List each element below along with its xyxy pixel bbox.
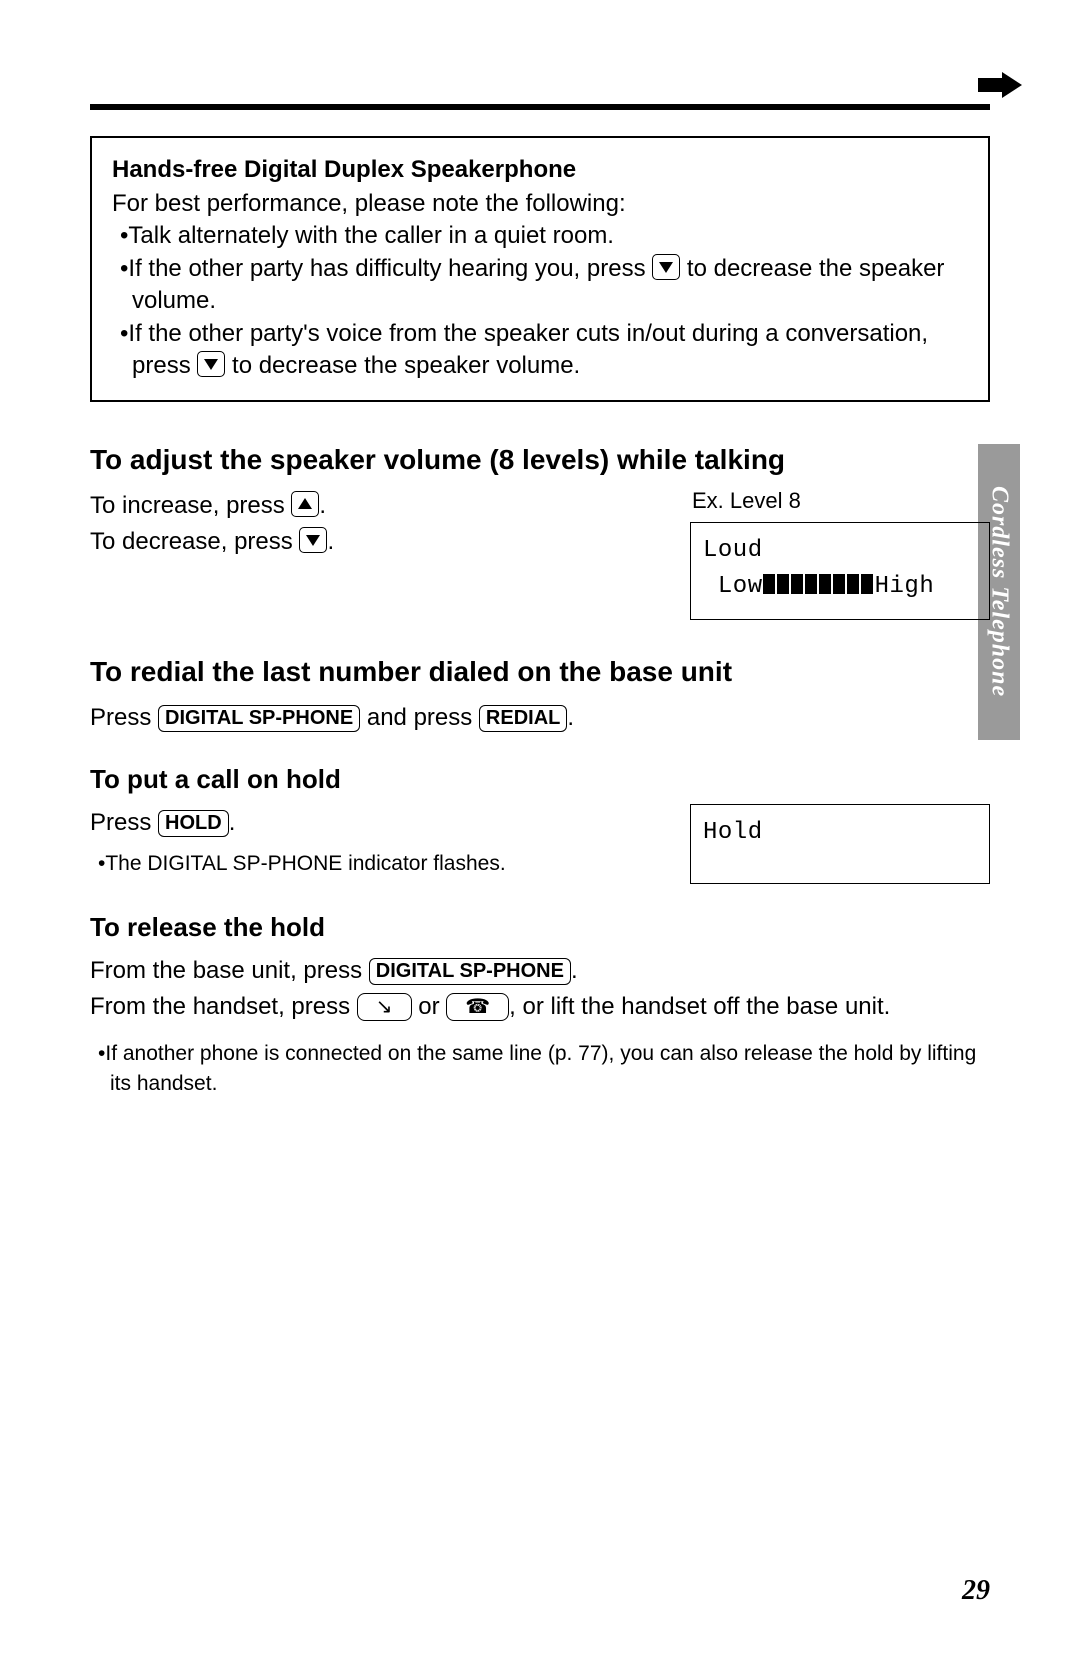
up-arrow-key-icon: [291, 491, 319, 517]
redial-t1: Press: [90, 704, 158, 731]
hold-key: HOLD: [158, 810, 229, 837]
increase-instruction: To increase, press .: [90, 488, 660, 524]
release-line-1: From the base unit, press DIGITAL SP-PHO…: [90, 953, 990, 989]
redial-instruction: Press DIGITAL SP-PHONE and press REDIAL.: [90, 700, 990, 736]
volume-bars: [763, 571, 875, 607]
speaker-key-icon: ☎: [446, 993, 509, 1021]
lcd-low-label: Low: [718, 573, 763, 600]
info-bullet-2a: If the other party has difficulty hearin…: [128, 255, 652, 282]
talk-key-icon: ↘: [357, 993, 412, 1021]
down-arrow-key-icon: [197, 351, 225, 377]
section-release-heading: To release the hold: [90, 912, 990, 943]
manual-page: Cordless Telephone Hands-free Digital Du…: [0, 0, 1080, 1669]
hold-row: To put a call on hold Press HOLD. The DI…: [90, 764, 990, 884]
speakerphone-info-box: Hands-free Digital Duplex Speakerphone F…: [90, 136, 990, 402]
release-l1a: From the base unit, press: [90, 957, 369, 984]
lcd-high-label: High: [875, 573, 935, 600]
decrease-instruction: To decrease, press .: [90, 524, 660, 560]
hold-t1: Press: [90, 809, 158, 836]
section-adjust-volume-heading: To adjust the speaker volume (8 levels) …: [90, 444, 990, 476]
hold-t2: .: [229, 809, 236, 836]
lcd-line-1: Loud: [703, 533, 977, 569]
hold-note-text: The DIGITAL SP-PHONE indicator flashes.: [105, 852, 505, 875]
release-line-2: From the handset, press ↘ or ☎, or lift …: [90, 989, 990, 1025]
redial-key: REDIAL: [479, 705, 567, 732]
decrease-text-b: .: [327, 528, 334, 555]
info-bullet-3: If the other party's voice from the spea…: [112, 318, 968, 383]
page-number: 29: [962, 1575, 990, 1607]
info-bullet-1-text: Talk alternately with the caller in a qu…: [128, 222, 614, 249]
down-arrow-key-icon: [299, 527, 327, 553]
release-l2a: From the handset, press: [90, 993, 357, 1020]
section-hold-heading: To put a call on hold: [90, 764, 660, 795]
info-bullet-1: Talk alternately with the caller in a qu…: [112, 220, 968, 252]
info-box-intro: For best performance, please note the fo…: [112, 188, 968, 220]
volume-lcd-display: Loud Low High: [690, 522, 990, 620]
page-content: Hands-free Digital Duplex Speakerphone F…: [90, 136, 990, 1098]
hold-lcd-display: Hold: [690, 804, 990, 884]
redial-t3: .: [567, 704, 574, 731]
info-box-title: Hands-free Digital Duplex Speakerphone: [112, 156, 968, 184]
release-l2b: , or lift the handset off the base unit.: [509, 993, 890, 1020]
info-bullet-3b: to decrease the speaker volume.: [225, 352, 580, 379]
release-l2or: or: [412, 993, 447, 1020]
increase-text-a: To increase, press: [90, 492, 291, 519]
hold-lcd-text: Hold: [703, 815, 977, 851]
example-label: Ex. Level 8: [692, 488, 990, 514]
header-rule: [90, 104, 990, 110]
release-l1b: .: [571, 957, 578, 984]
release-note: If another phone is connected on the sam…: [90, 1039, 990, 1098]
hold-note: The DIGITAL SP-PHONE indicator flashes.: [90, 849, 660, 878]
redial-t2: and press: [360, 704, 479, 731]
section-redial-heading: To redial the last number dialed on the …: [90, 656, 990, 688]
hold-instruction: Press HOLD.: [90, 805, 660, 841]
digital-sp-phone-key: DIGITAL SP-PHONE: [369, 958, 571, 985]
increase-text-b: .: [319, 492, 326, 519]
info-bullet-2: If the other party has difficulty hearin…: [112, 253, 968, 318]
down-arrow-key-icon: [652, 254, 680, 280]
release-note-text: If another phone is connected on the sam…: [105, 1042, 976, 1094]
digital-sp-phone-key: DIGITAL SP-PHONE: [158, 705, 360, 732]
decrease-text-a: To decrease, press: [90, 528, 299, 555]
adjust-volume-row: To increase, press . To decrease, press …: [90, 488, 990, 620]
lcd-line-2: Low High: [703, 569, 977, 607]
